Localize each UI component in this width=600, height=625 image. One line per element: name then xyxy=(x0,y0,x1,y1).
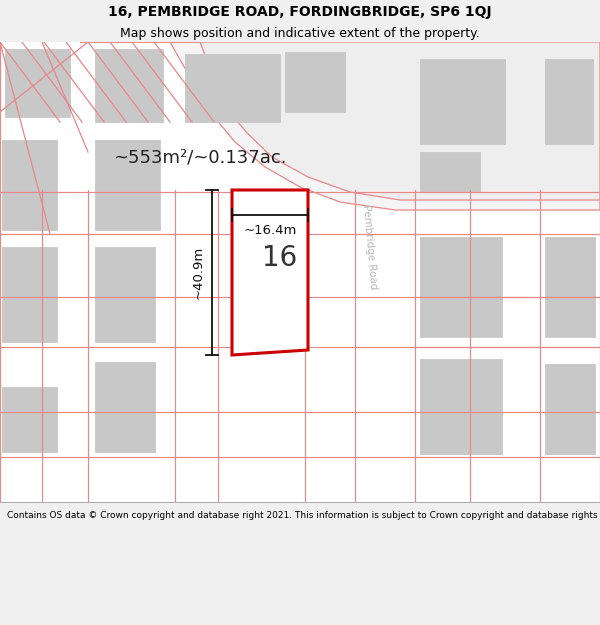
Text: Contains OS data © Crown copyright and database right 2021. This information is : Contains OS data © Crown copyright and d… xyxy=(7,511,600,519)
Bar xyxy=(285,52,345,112)
Bar xyxy=(545,237,595,337)
Bar xyxy=(95,362,155,452)
Bar xyxy=(185,54,280,122)
Bar xyxy=(420,59,505,144)
Text: ~40.9m: ~40.9m xyxy=(192,246,205,299)
Text: 16: 16 xyxy=(262,244,298,271)
Bar xyxy=(420,359,502,454)
Bar xyxy=(545,59,593,144)
Text: 16, PEMBRIDGE ROAD, FORDINGBRIDGE, SP6 1QJ: 16, PEMBRIDGE ROAD, FORDINGBRIDGE, SP6 1… xyxy=(108,5,492,19)
Polygon shape xyxy=(232,190,308,355)
Polygon shape xyxy=(545,62,600,144)
Text: Map shows position and indicative extent of the property.: Map shows position and indicative extent… xyxy=(120,27,480,40)
Text: ~16.4m: ~16.4m xyxy=(244,224,296,237)
Polygon shape xyxy=(120,42,600,200)
Bar xyxy=(2,387,57,452)
Bar xyxy=(95,49,163,122)
Polygon shape xyxy=(80,42,600,210)
Text: ~553m²/~0.137ac.: ~553m²/~0.137ac. xyxy=(113,148,287,166)
Bar xyxy=(95,247,155,342)
Bar xyxy=(95,140,160,230)
Bar xyxy=(2,247,57,342)
Bar xyxy=(420,237,502,337)
Bar xyxy=(2,140,57,230)
Bar xyxy=(5,49,70,117)
Bar xyxy=(420,152,480,192)
Bar xyxy=(545,364,595,454)
Text: Pembridge Road: Pembridge Road xyxy=(361,204,379,290)
